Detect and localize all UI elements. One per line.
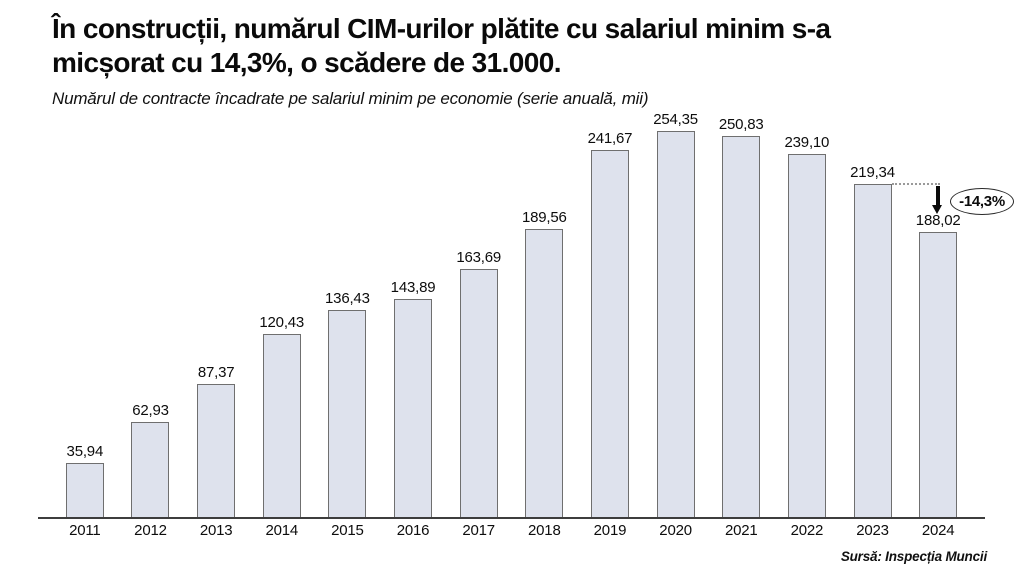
decrease-badge-label: -14,3%	[959, 193, 1005, 210]
bar-slot-2020: 254,35	[643, 111, 709, 517]
bar-value-label: 239,10	[784, 134, 830, 152]
bar-value-label: 87,37	[197, 364, 235, 382]
bar-2018	[525, 229, 564, 517]
x-axis-labels: 2011 2012 2013 2014 2015 2016 2017 2018 2019 2020…	[38, 522, 985, 539]
bar-slot-2023: 219,34	[840, 164, 906, 517]
x-axis-label-2016: 2016	[396, 522, 430, 539]
bar-2024	[919, 231, 958, 517]
header: În construcții, numărul CIM-urilor plăti…	[52, 12, 992, 109]
bar-value-label: 163,69	[456, 248, 501, 266]
x-axis-label-2023: 2023	[856, 522, 889, 539]
title-line-2: micșorat cu 14,3%, o scădere de 31.000.	[52, 47, 562, 78]
page-title: În construcții, numărul CIM-urilor plăti…	[52, 12, 992, 80]
bar-value-label: 136,43	[325, 290, 370, 307]
bar-value-label: 254,35	[653, 111, 698, 128]
chart-subtitle: Numărul de contracte încadrate pe salari…	[52, 89, 649, 108]
bar-value-label: 189,56	[521, 209, 567, 227]
bar-value-label: 241,67	[587, 130, 633, 148]
reference-dotted-line	[892, 183, 940, 185]
x-axis-label-2022: 2022	[790, 522, 824, 539]
bar-2023	[853, 184, 892, 517]
bar-2017	[459, 268, 498, 517]
bar-2015	[328, 310, 367, 517]
x-axis-label-2024: 2024	[921, 522, 955, 539]
bar-slot-2017: 163,69	[446, 249, 512, 517]
bar-2022	[787, 154, 826, 517]
x-axis-label-2019: 2019	[593, 522, 627, 539]
bar-value-label: 250,83	[718, 116, 764, 134]
bar-2013	[197, 384, 236, 517]
bar-value-label: 188,02	[915, 211, 961, 229]
x-axis-label-2015: 2015	[331, 522, 364, 539]
bar-chart: 35,94 62,93 87,37 120,43 136,43 143,89 163,69 1…	[38, 111, 1014, 519]
bar-2014	[262, 334, 301, 517]
bar-2019	[590, 150, 629, 517]
bar-slot-2013: 87,37	[183, 364, 249, 517]
x-axis-label-2017: 2017	[462, 522, 495, 539]
bar-slot-2014: 120,43	[249, 314, 315, 517]
x-axis-label-2014: 2014	[265, 522, 299, 539]
bar-2021	[722, 136, 761, 517]
bar-2020	[656, 131, 695, 517]
x-axis-label-2012: 2012	[134, 522, 167, 539]
x-axis-label-2021: 2021	[724, 522, 758, 539]
bar-value-label: 62,93	[132, 401, 169, 419]
bar-slot-2011: 35,94	[52, 442, 118, 517]
bar-2011	[65, 462, 104, 517]
bar-2016	[394, 298, 433, 517]
bar-value-label: 219,34	[850, 164, 895, 182]
bar-slot-2021: 250,83	[708, 116, 774, 517]
x-axis-label-2020: 2020	[659, 522, 692, 539]
decrease-arrow-icon	[932, 186, 942, 214]
bar-slot-2012: 62,93	[118, 401, 184, 517]
x-axis-label-2018: 2018	[528, 522, 561, 539]
x-axis-label-2011: 2011	[69, 522, 101, 539]
bar-slot-2024: 188,02	[905, 212, 971, 517]
decrease-badge: -14,3%	[950, 188, 1014, 215]
bar-slot-2022: 239,10	[774, 134, 840, 517]
bar-slot-2018: 189,56	[511, 209, 577, 517]
bar-value-label: 143,89	[390, 278, 436, 296]
bar-slot-2019: 241,67	[577, 130, 643, 517]
source-note: Sursă: Inspecția Muncii	[840, 549, 987, 564]
title-line-1: În construcții, numărul CIM-urilor plăti…	[52, 13, 831, 44]
bar-value-label: 35,94	[66, 442, 104, 460]
bar-slot-2016: 143,89	[380, 279, 446, 517]
bar-value-label: 120,43	[259, 314, 305, 332]
bars-row: 35,94 62,93 87,37 120,43 136,43 143,89 163,69 1…	[38, 111, 985, 517]
bar-2012	[131, 421, 170, 517]
bar-slot-2015: 136,43	[315, 290, 381, 517]
x-axis-label-2013: 2013	[199, 522, 233, 539]
